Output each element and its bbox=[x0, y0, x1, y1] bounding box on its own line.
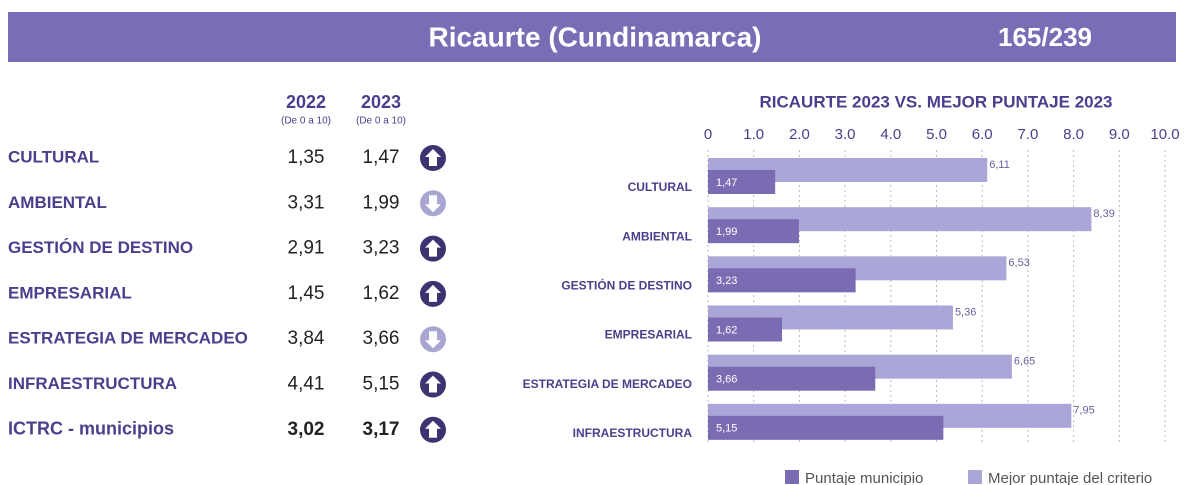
x-tick-label: 2.0 bbox=[789, 126, 810, 143]
value-label: 6,53 bbox=[1008, 257, 1029, 269]
value-label: 3,23 bbox=[716, 275, 737, 287]
x-tick-label: 8.0 bbox=[1063, 126, 1084, 143]
value-2022: 1,45 bbox=[288, 283, 325, 304]
bar bbox=[708, 219, 799, 244]
value-label: 1,99 bbox=[716, 226, 737, 238]
value-label: 5,36 bbox=[955, 306, 976, 318]
bar bbox=[708, 317, 783, 342]
rank: 165/239 bbox=[998, 22, 1092, 52]
row-label: INFRAESTRUCTURA bbox=[8, 374, 177, 393]
category-label: EMPRESARIAL bbox=[605, 328, 692, 342]
trend-arrow bbox=[425, 149, 441, 166]
value-label: 7,95 bbox=[1073, 405, 1094, 417]
category-label: INFRAESTRUCTURA bbox=[573, 426, 693, 440]
row-label: GESTIÓN DE DESTINO bbox=[8, 238, 193, 257]
x-tick-label: 6.0 bbox=[972, 126, 993, 143]
trend-arrow bbox=[425, 284, 441, 302]
trend-arrow bbox=[425, 331, 441, 349]
x-tick-label: 0 bbox=[704, 126, 712, 143]
legend-label: Mejor puntaje del criterio bbox=[988, 470, 1152, 485]
chart-title: RICAURTE 2023 VS. MEJOR PUNTAJE 2023 bbox=[759, 92, 1112, 111]
category-label: CULTURAL bbox=[628, 180, 692, 194]
row-label: EMPRESARIAL bbox=[8, 283, 132, 302]
bar bbox=[708, 268, 856, 293]
trend-arrow bbox=[425, 420, 441, 438]
x-tick-label: 9.0 bbox=[1109, 126, 1130, 143]
trend-arrow bbox=[425, 195, 441, 213]
x-tick-label: 7.0 bbox=[1017, 126, 1038, 143]
x-tick-label: 3.0 bbox=[835, 126, 856, 143]
page-title: Ricaurte (Cundinamarca) bbox=[429, 21, 762, 52]
value-label: 6,11 bbox=[989, 159, 1010, 171]
x-tick-label: 5.0 bbox=[926, 126, 947, 143]
bar bbox=[708, 170, 776, 194]
value-2022: 1,35 bbox=[288, 147, 325, 168]
row-label: CULTURAL bbox=[8, 147, 99, 166]
value-2023: 1,47 bbox=[363, 147, 400, 168]
legend-swatch bbox=[785, 470, 799, 484]
column-year: 2023 bbox=[361, 92, 401, 112]
value-2022: 2,91 bbox=[288, 238, 325, 259]
column-note: (De 0 a 10) bbox=[281, 116, 331, 127]
x-tick-label: 4.0 bbox=[880, 126, 901, 143]
column-note: (De 0 a 10) bbox=[356, 116, 406, 127]
banner bbox=[8, 12, 1176, 62]
trend-arrow bbox=[425, 239, 441, 257]
category-label: GESTIÓN DE DESTINO bbox=[561, 278, 692, 293]
value-label: 5,15 bbox=[716, 423, 737, 435]
value-label: 1,47 bbox=[716, 177, 737, 189]
value-2022: 3,84 bbox=[288, 328, 325, 349]
value-2023: 3,66 bbox=[363, 328, 400, 349]
legend-swatch bbox=[968, 470, 982, 484]
value-label: 3,66 bbox=[716, 374, 737, 386]
column-year: 2022 bbox=[286, 92, 326, 112]
value-2023: 1,99 bbox=[363, 192, 400, 213]
value-2022: 4,41 bbox=[288, 374, 325, 395]
value-2023: 3,17 bbox=[363, 419, 400, 440]
bar bbox=[708, 366, 876, 391]
category-label: ESTRATEGIA DE MERCADEO bbox=[523, 377, 692, 391]
row-label: AMBIENTAL bbox=[8, 193, 107, 212]
value-2023: 1,62 bbox=[363, 283, 400, 304]
x-tick-label: 10.0 bbox=[1150, 126, 1179, 143]
row-label: ESTRATEGIA DE MERCADEO bbox=[8, 329, 248, 348]
row-label: ICTRC - municipios bbox=[8, 419, 174, 439]
value-label: 6,65 bbox=[1014, 356, 1035, 368]
trend-arrow bbox=[425, 375, 441, 393]
value-2022: 3,02 bbox=[288, 419, 325, 440]
value-2023: 3,23 bbox=[363, 238, 400, 259]
value-2023: 5,15 bbox=[363, 374, 400, 395]
category-label: AMBIENTAL bbox=[622, 229, 692, 243]
value-2022: 3,31 bbox=[288, 192, 325, 213]
legend-label: Puntaje municipio bbox=[805, 470, 923, 485]
value-label: 1,62 bbox=[716, 324, 737, 336]
bar bbox=[708, 415, 944, 440]
x-tick-label: 1.0 bbox=[743, 126, 764, 143]
value-label: 8,39 bbox=[1093, 208, 1114, 220]
